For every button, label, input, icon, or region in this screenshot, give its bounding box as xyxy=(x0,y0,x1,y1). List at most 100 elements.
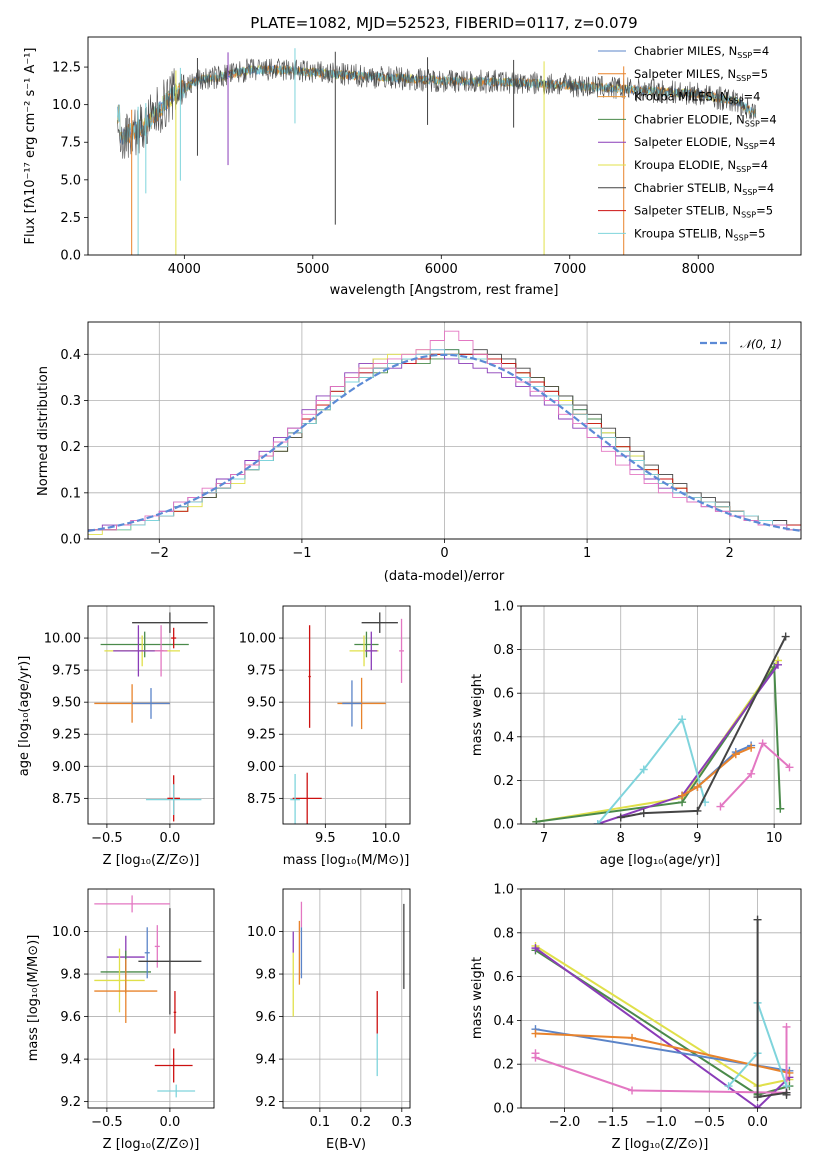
massweight_vs_age-xtick-label: 9 xyxy=(693,831,701,846)
legend-label: Chabrier STELIB, NSSP=4 xyxy=(634,181,774,197)
massZ-xlabel: Z [log₁₀(Z/Z⊙)] xyxy=(103,1137,200,1152)
massZ-ylabel: mass [log₁₀(M/M⊙)] xyxy=(26,935,41,1062)
massweight_vs_Z-point-marker xyxy=(531,1053,540,1062)
legend-label: Salpeter MILES, NSSP=5 xyxy=(634,67,768,83)
massweight_vs_age-point-marker xyxy=(678,715,687,724)
age_vs_mass-ytick-label: 8.75 xyxy=(247,792,276,807)
panel-massweight-vs-Z: Z [log₁₀(Z/Z⊙)] mass weight −2.0 −1.5 −1.0… xyxy=(470,883,802,1152)
massweight_vs_age-point-marker xyxy=(716,802,725,811)
residuals-xtick-label: 2 xyxy=(726,546,734,561)
massweight_vs_age-ytick-label: 0.6 xyxy=(493,687,514,702)
massweight_vs_age-point-marker xyxy=(776,804,785,813)
age_vs_Z-ytick-label: 10.00 xyxy=(44,632,81,647)
legend-label-tail: =4 xyxy=(744,90,761,104)
massweight_vs_Z-point-marker xyxy=(628,1033,637,1042)
massweight_vs_Z-ytick-label: 0.8 xyxy=(493,926,514,941)
massweight_vs_age-point-marker xyxy=(593,820,602,824)
massweight_vs_age-xtick-label: 7 xyxy=(540,831,548,846)
spectrum-ytick-label: 0.0 xyxy=(60,249,81,264)
massweight_vs_age-point-marker xyxy=(639,765,648,774)
spectrum-ytick-label: 2.5 xyxy=(60,211,81,226)
spectrum-ylabel: Flux [fλ10⁻¹⁷ erg cm⁻² s⁻¹ A⁻¹] xyxy=(23,48,38,245)
legend-label-tail: =4 xyxy=(757,181,774,195)
mass_vs_Z-marks xyxy=(94,895,202,1098)
massweight_vs_age-frame xyxy=(520,605,802,825)
legend-label-subscript: SSP xyxy=(737,51,752,60)
residuals-ytick-label: 0.4 xyxy=(60,348,81,363)
legend-label-tail: =4 xyxy=(751,158,768,172)
massweight_vs_age-xtick-label: 8 xyxy=(617,831,625,846)
ageMass-xlabel: mass [log₁₀(M/M⊙)] xyxy=(283,853,410,868)
residuals-xtick-label: 1 xyxy=(583,546,591,561)
massweight_vs_Z-point-marker xyxy=(724,1082,733,1091)
massweight_vs_Z-marks xyxy=(531,915,794,1108)
age_vs_mass-ytick-label: 9.75 xyxy=(247,664,276,679)
massweight_vs_age-ytick-label: 0.8 xyxy=(493,643,514,658)
age_vs_mass-frame xyxy=(282,605,411,825)
massweight_vs_age-point-marker xyxy=(747,769,756,778)
massweight_vs_age-marks xyxy=(532,632,794,824)
ageMass-plot: 9.5 10.0 8.75 9.00 9.25 9.50 9.75 10.00 xyxy=(239,605,411,846)
massweight_vs_age-point-marker xyxy=(781,632,790,641)
panel-mass-vs-EBV: E(B-V) 0.1 0.2 0.3 9.2 9.4 9.6 9.8 10.0 xyxy=(247,888,412,1152)
massEBV-xlabel: E(B-V) xyxy=(326,1137,366,1152)
spectrum-xtick-label: 6000 xyxy=(425,262,458,277)
massweight_vs_Z-point-marker xyxy=(531,944,540,953)
age_vs_mass-ytick-label: 9.25 xyxy=(247,728,276,743)
panel-age-vs-Z: Z [log₁₀(Z/Z⊙)] age [log₁₀(age/yr)] −0.5… xyxy=(17,605,215,868)
legend-label-tail: =5 xyxy=(756,204,773,218)
massweight_vs_age-ytick-label: 0.2 xyxy=(493,774,514,789)
massweight_vs_age-ytick-label: 1.0 xyxy=(493,600,514,615)
spectrum-xtick-label: 5000 xyxy=(296,262,329,277)
massweight_vs_Z-xtick-label: −0.5 xyxy=(693,1115,725,1130)
residuals-ytick-label: 0.3 xyxy=(60,394,81,409)
spectrum-ytick-label: 12.5 xyxy=(52,61,81,76)
spectrum-xtick-label: 8000 xyxy=(682,262,715,277)
massweight_vs_age-series-line xyxy=(681,746,752,797)
age_vs_mass-ytick-label: 9.00 xyxy=(247,760,276,775)
age_vs_Z-ytick-label: 9.25 xyxy=(52,728,81,743)
residuals-xlabel: (data-model)/error xyxy=(384,569,505,584)
massweight_vs_Z-point-marker xyxy=(628,1086,637,1095)
spectrum-ytick-label: 7.5 xyxy=(60,136,81,151)
mwAge-ylabel: mass weight xyxy=(470,674,485,756)
massweight_vs_age-point-marker xyxy=(532,817,541,824)
legend-label-subscript: SSP xyxy=(736,74,751,83)
massweight_vs_Z-xtick-label: −1.5 xyxy=(597,1115,629,1130)
mass_vs_Z-ytick-label: 9.4 xyxy=(60,1053,81,1068)
panel-mass-vs-Z: Z [log₁₀(Z/Z⊙)] mass [log₁₀(M/M⊙)] −0.5 0… xyxy=(26,888,215,1152)
residuals-histogram-step xyxy=(88,349,801,539)
massweight_vs_age-point-marker xyxy=(693,782,702,791)
ageZ-ylabel: age [log₁₀(age/yr)] xyxy=(17,656,32,777)
massweight_vs_age-ytick-label: 0.4 xyxy=(493,730,514,745)
panel-age-vs-mass: mass [log₁₀(M/M⊙)] 9.5 10.08.759.009.259.… xyxy=(239,605,411,868)
residuals-xtick-label: −2 xyxy=(150,546,169,561)
legend-label: Kroupa STELIB, NSSP=5 xyxy=(634,226,765,242)
legend-label: Kroupa MILES, NSSP=4 xyxy=(634,90,760,106)
mass_vs_EBV-ytick-label: 9.2 xyxy=(255,1095,276,1110)
massweight_vs_age-ytick-label: 0.0 xyxy=(493,818,514,833)
legend-label: Chabrier MILES, NSSP=4 xyxy=(634,44,769,60)
massweight_vs_Z-point-marker xyxy=(753,915,762,924)
residuals-plot: −2 −1 0 1 2 0.0 0.1 0.2 0.3 0.4 xyxy=(60,321,802,561)
spectrum-xtick-label: 7000 xyxy=(553,262,586,277)
age_vs_mass-ytick-label: 9.50 xyxy=(247,696,276,711)
spectrum-series-line xyxy=(117,58,757,159)
massweight_vs_age-point-marker xyxy=(616,813,625,822)
legend-label-tail: =4 xyxy=(752,44,769,58)
massweight_vs_age-point-marker xyxy=(693,806,702,815)
spectrum-xtick-label: 4000 xyxy=(168,262,201,277)
massweight_vs_Z-ytick-label: 0.0 xyxy=(493,1102,514,1117)
residuals-marks xyxy=(88,330,801,539)
massEBV-plot: 0.1 0.2 0.3 9.2 9.4 9.6 9.8 10.0 xyxy=(247,888,412,1130)
mass_vs_Z-ytick-label: 9.2 xyxy=(60,1095,81,1110)
mass_vs_EBV-xtick-label: 0.2 xyxy=(350,1115,371,1130)
age_vs_mass-xtick-label: 9.5 xyxy=(315,831,336,846)
residuals-xtick-label: 0 xyxy=(440,546,448,561)
massweight_vs_Z-point-marker xyxy=(753,1093,762,1102)
legend-label-tail: =5 xyxy=(751,67,768,81)
legend-label-tail: =4 xyxy=(759,135,776,149)
massweight_vs_age-point-marker xyxy=(731,750,740,759)
spectrum-series-line xyxy=(117,65,757,145)
